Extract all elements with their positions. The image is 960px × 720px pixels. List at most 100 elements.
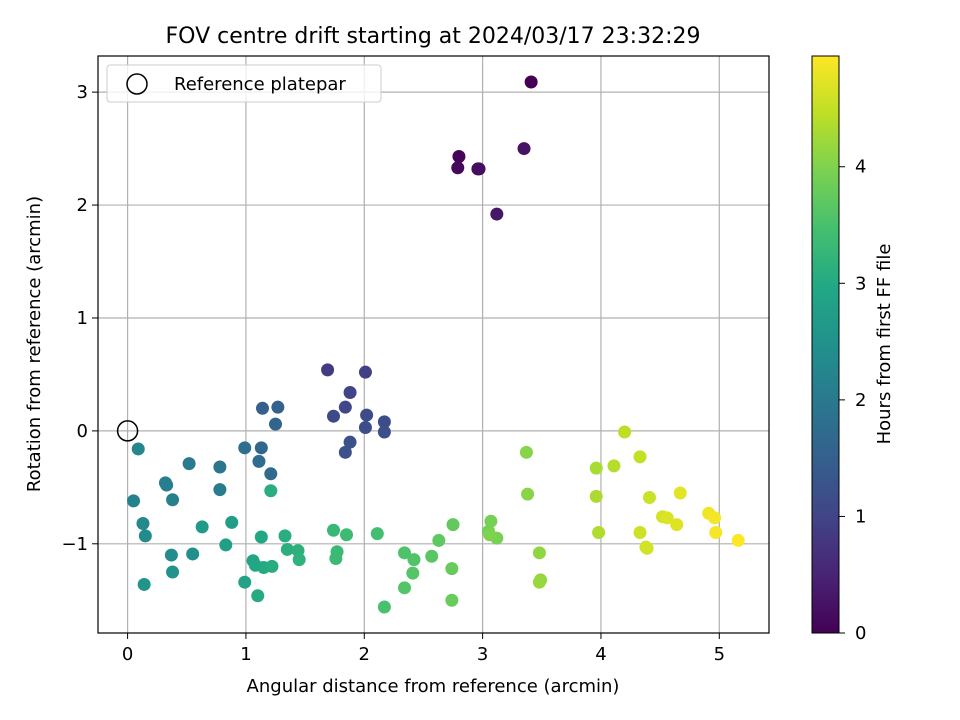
data-point — [340, 528, 354, 542]
data-point — [182, 457, 196, 471]
data-point — [446, 518, 460, 532]
data-point — [338, 400, 352, 414]
x-tick-label: 5 — [714, 644, 725, 665]
colorbar-gradient — [811, 55, 840, 634]
x-axis-label: Angular distance from reference (arcmin) — [247, 676, 620, 697]
data-point — [517, 142, 531, 156]
data-point — [254, 441, 268, 455]
data-point — [370, 527, 384, 541]
data-point — [265, 559, 279, 573]
data-point — [338, 445, 352, 459]
y-tick-label: 3 — [77, 82, 88, 103]
y-tick-label: 1 — [77, 308, 88, 329]
data-point — [519, 445, 533, 459]
x-tick-label: 0 — [122, 644, 133, 665]
data-point — [321, 363, 335, 377]
data-points — [116, 75, 745, 614]
data-point — [255, 401, 269, 415]
data-point — [358, 365, 372, 379]
data-point — [670, 518, 684, 532]
data-point — [164, 548, 178, 562]
grid-lines — [98, 56, 769, 633]
data-point — [186, 547, 200, 561]
data-point — [532, 575, 546, 589]
data-point — [472, 162, 486, 176]
data-point — [524, 75, 538, 89]
data-point — [445, 593, 459, 607]
colorbar-tick-label: 2 — [855, 390, 866, 411]
data-point — [254, 530, 268, 544]
data-point — [618, 425, 632, 439]
data-point — [607, 459, 621, 473]
data-point — [398, 581, 412, 595]
colorbar-label: Hours from first FF file — [874, 244, 895, 445]
data-point — [219, 538, 233, 552]
x-tick-label: 4 — [595, 644, 606, 665]
colorbar-tick-label: 4 — [855, 157, 866, 178]
data-point — [377, 415, 391, 429]
data-point — [633, 526, 647, 540]
data-point — [166, 493, 180, 507]
legend-entry-reference: Reference platepar — [174, 74, 346, 95]
data-point — [252, 454, 266, 468]
data-point — [483, 528, 497, 542]
plot-frame — [97, 55, 770, 634]
data-point — [160, 478, 174, 492]
data-point — [251, 589, 265, 603]
data-point — [137, 577, 151, 591]
data-point — [589, 489, 603, 503]
data-point — [445, 562, 459, 576]
y-tick-label: 0 — [77, 421, 88, 442]
data-point — [731, 533, 745, 547]
data-point — [708, 511, 722, 525]
colorbar: 0 1 2 3 4 Hours from first FF file — [811, 55, 895, 644]
data-point — [138, 529, 152, 543]
data-point — [484, 514, 498, 528]
data-point — [425, 549, 439, 563]
reference-marker — [116, 420, 139, 442]
data-point — [271, 400, 285, 414]
chart-title: FOV centre drift starting at 2024/03/17 … — [166, 24, 701, 49]
data-point — [673, 486, 687, 500]
data-point — [213, 483, 227, 497]
data-point — [377, 600, 391, 614]
data-point — [432, 533, 446, 547]
x-tick-label: 1 — [240, 644, 251, 665]
colorbar-tick-label: 1 — [855, 506, 866, 527]
data-point — [592, 526, 606, 540]
data-point — [521, 487, 535, 501]
data-point — [278, 529, 292, 543]
data-point — [136, 516, 150, 530]
colorbar-tick-label: 3 — [855, 273, 866, 294]
data-point — [131, 442, 145, 456]
data-point — [225, 515, 239, 529]
data-point — [532, 546, 546, 560]
data-point — [195, 520, 209, 534]
data-point — [451, 161, 465, 175]
y-tick-label: −1 — [61, 534, 88, 555]
data-point — [238, 441, 252, 455]
data-point — [660, 511, 674, 525]
data-point — [327, 409, 341, 423]
axes: 0 1 2 3 4 5 −1 0 1 2 3 — [61, 55, 770, 665]
data-point — [329, 551, 343, 565]
data-point — [490, 207, 504, 221]
data-point — [360, 408, 374, 422]
legend-reference-marker — [126, 73, 148, 95]
data-point — [343, 385, 357, 399]
data-point — [406, 566, 420, 580]
legend-box — [106, 64, 382, 103]
colorbar-ticks: 0 1 2 3 4 — [839, 157, 866, 644]
data-point — [640, 541, 654, 555]
data-point — [377, 425, 391, 439]
data-point — [452, 149, 466, 163]
legend: Reference platepar — [106, 64, 382, 103]
data-point — [358, 420, 372, 434]
data-point — [280, 542, 294, 556]
data-point — [238, 575, 252, 589]
data-point — [642, 491, 656, 505]
data-point — [407, 553, 421, 567]
data-point — [633, 450, 647, 464]
x-tick-label: 3 — [477, 644, 488, 665]
